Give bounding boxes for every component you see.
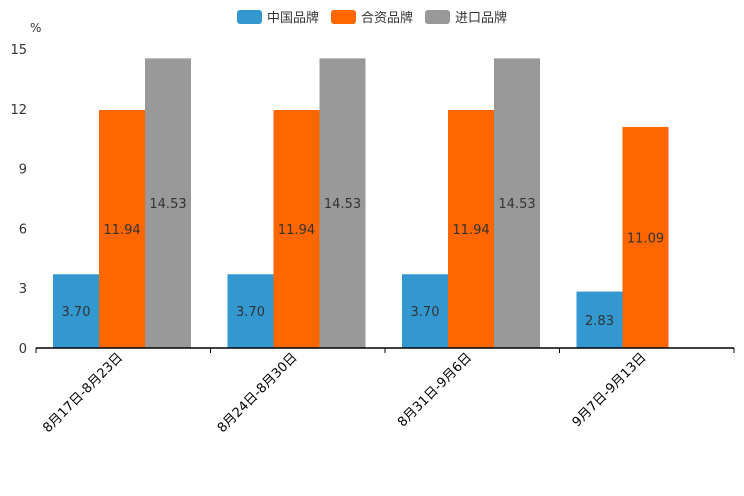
- x-tick-label: 8月17日-8月23日: [40, 350, 126, 436]
- y-tick-label: 0: [19, 342, 27, 357]
- data-label: 11.94: [452, 223, 489, 238]
- legend-item-import[interactable]: 进口品牌: [425, 7, 507, 26]
- data-label: 3.70: [236, 305, 265, 320]
- y-tick-label: 15: [10, 43, 27, 58]
- data-label: 2.83: [585, 314, 614, 329]
- bar: [273, 109, 320, 348]
- bar: [494, 58, 540, 349]
- x-tick-label: 9月7日-9月13日: [570, 350, 650, 430]
- y-axis-unit: %: [30, 21, 42, 35]
- y-tick-label: 6: [19, 222, 27, 237]
- y-tick-label: 12: [10, 103, 27, 118]
- bar: [319, 58, 366, 349]
- bar: [53, 274, 99, 348]
- bar: [402, 274, 448, 348]
- legend-label-china: 中国品牌: [266, 11, 319, 26]
- y-tick-label: 3: [19, 282, 27, 297]
- legend-item-china[interactable]: 中国品牌: [236, 7, 319, 26]
- data-label: 3.70: [62, 305, 91, 320]
- data-label: 14.53: [324, 197, 361, 212]
- legend-item-joint[interactable]: 合资品牌: [330, 7, 413, 26]
- data-label: 11.09: [627, 231, 664, 246]
- legend-swatch-joint: [330, 9, 356, 24]
- bar: [448, 109, 494, 348]
- legend-label-joint: 合资品牌: [360, 11, 413, 26]
- data-label: 3.70: [411, 305, 440, 320]
- x-tick-label: 8月31日-9月6日: [395, 350, 475, 430]
- data-label: 14.53: [149, 197, 186, 212]
- legend-swatch-china: [236, 9, 262, 24]
- y-tick-label: 9: [19, 163, 27, 178]
- bar: [227, 274, 274, 348]
- data-label: 11.94: [278, 223, 315, 238]
- bar: [622, 126, 669, 348]
- data-label: 14.53: [498, 197, 535, 212]
- legend-swatch-import: [425, 9, 450, 24]
- data-label: 11.94: [103, 223, 140, 238]
- legend: 中国品牌 合资品牌 进口品牌: [0, 7, 744, 26]
- x-tick-label: 8月24日-8月30日: [215, 350, 301, 436]
- bar: [145, 58, 191, 349]
- legend-label-import: 进口品牌: [455, 11, 508, 26]
- bar: [576, 291, 623, 348]
- bar: [99, 109, 145, 348]
